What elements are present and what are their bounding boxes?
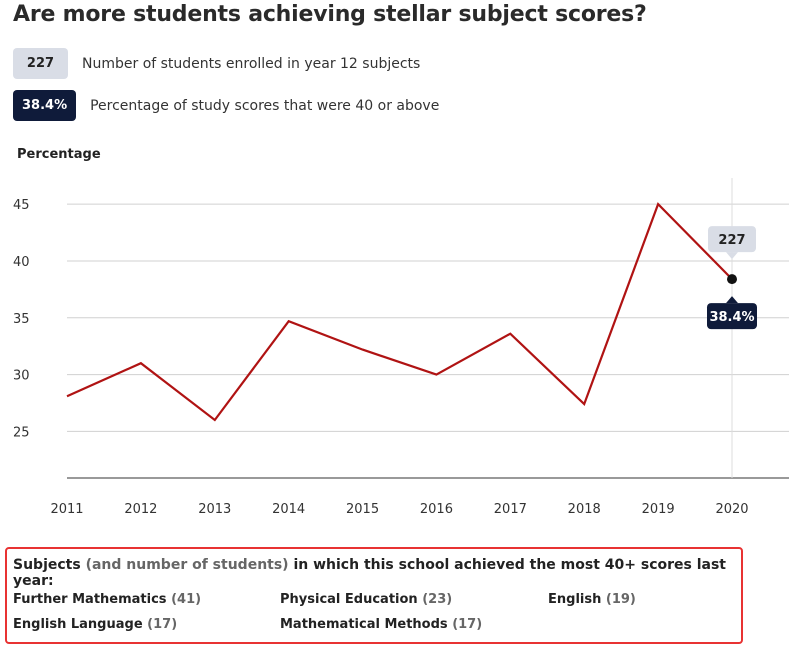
subject-count: (19) [605,592,636,607]
x-tick-label: 2020 [715,502,748,517]
subject-item: Further Mathematics (41) [13,592,201,607]
subject-name: Further Mathematics [13,592,167,607]
tooltip-percent-text: 38.4% [709,310,754,325]
legend-enrolled: 227 Number of students enrolled in year … [13,48,420,79]
percent-label: Percentage of study scores that were 40 … [90,97,440,114]
x-tick-label: 2013 [198,502,231,517]
subject-name: Mathematical Methods [280,617,448,632]
tooltip-enrolled-pointer [726,252,738,260]
x-tick-label: 2019 [642,502,675,517]
subject-name: English [548,592,602,607]
subjects-heading-muted: (and number of students) [85,557,289,573]
subject-count: (41) [171,592,202,607]
y-tick-label: 40 [13,255,30,270]
tooltip-percent-box [707,303,757,330]
subject-count: (17) [452,617,483,632]
enrolled-label: Number of students enrolled in year 12 s… [82,55,421,72]
x-tick-label: 2017 [494,502,527,517]
subject-item: English (19) [548,592,636,607]
series-line [66,202,733,422]
subject-item: Physical Education (23) [280,592,452,607]
chart-title: Are more students achieving stellar subj… [13,2,647,27]
y-tick-label: 35 [13,312,30,327]
x-tick-label: 2018 [568,502,601,517]
subjects-heading: Subjects (and number of students) in whi… [13,557,741,589]
x-tick-label: 2011 [50,502,83,517]
y-tick-label: 25 [13,425,30,440]
x-tick-label: 2014 [272,502,305,517]
tooltip-enrolled-text: 227 [718,233,745,248]
subject-name: English Language [13,617,143,632]
subject-name: Physical Education [280,592,418,607]
enrolled-badge: 227 [13,48,68,79]
x-tick-label: 2015 [346,502,379,517]
tooltip-percent-pointer [726,296,738,304]
legend-percent: 38.4% Percentage of study scores that we… [13,90,439,121]
subjects-heading-main: Subjects [13,557,81,573]
subject-count: (17) [147,617,178,632]
data-point [727,274,737,285]
subjects-heading-rest: in which this school achieved the most 4… [13,557,726,589]
percent-badge: 38.4% [13,90,77,121]
x-tick-label: 2016 [420,502,453,517]
y-axis-label: Percentage [17,147,101,162]
subject-item: English Language (17) [13,617,177,632]
tooltip: 227 38.4% [707,226,757,330]
y-tick-label: 30 [13,369,30,384]
x-tick-label: 2012 [124,502,157,517]
line-chart[interactable]: 25 30 35 40 45 2011 2012 2013 2014 2015 2016 2017 2… [0,0,792,540]
subjects-panel: Subjects (and number of students) in whi… [5,547,743,644]
y-tick-label: 45 [13,198,30,213]
subject-count: (23) [422,592,453,607]
subject-item: Mathematical Methods (17) [280,617,482,632]
tooltip-enrolled-box [708,226,756,253]
